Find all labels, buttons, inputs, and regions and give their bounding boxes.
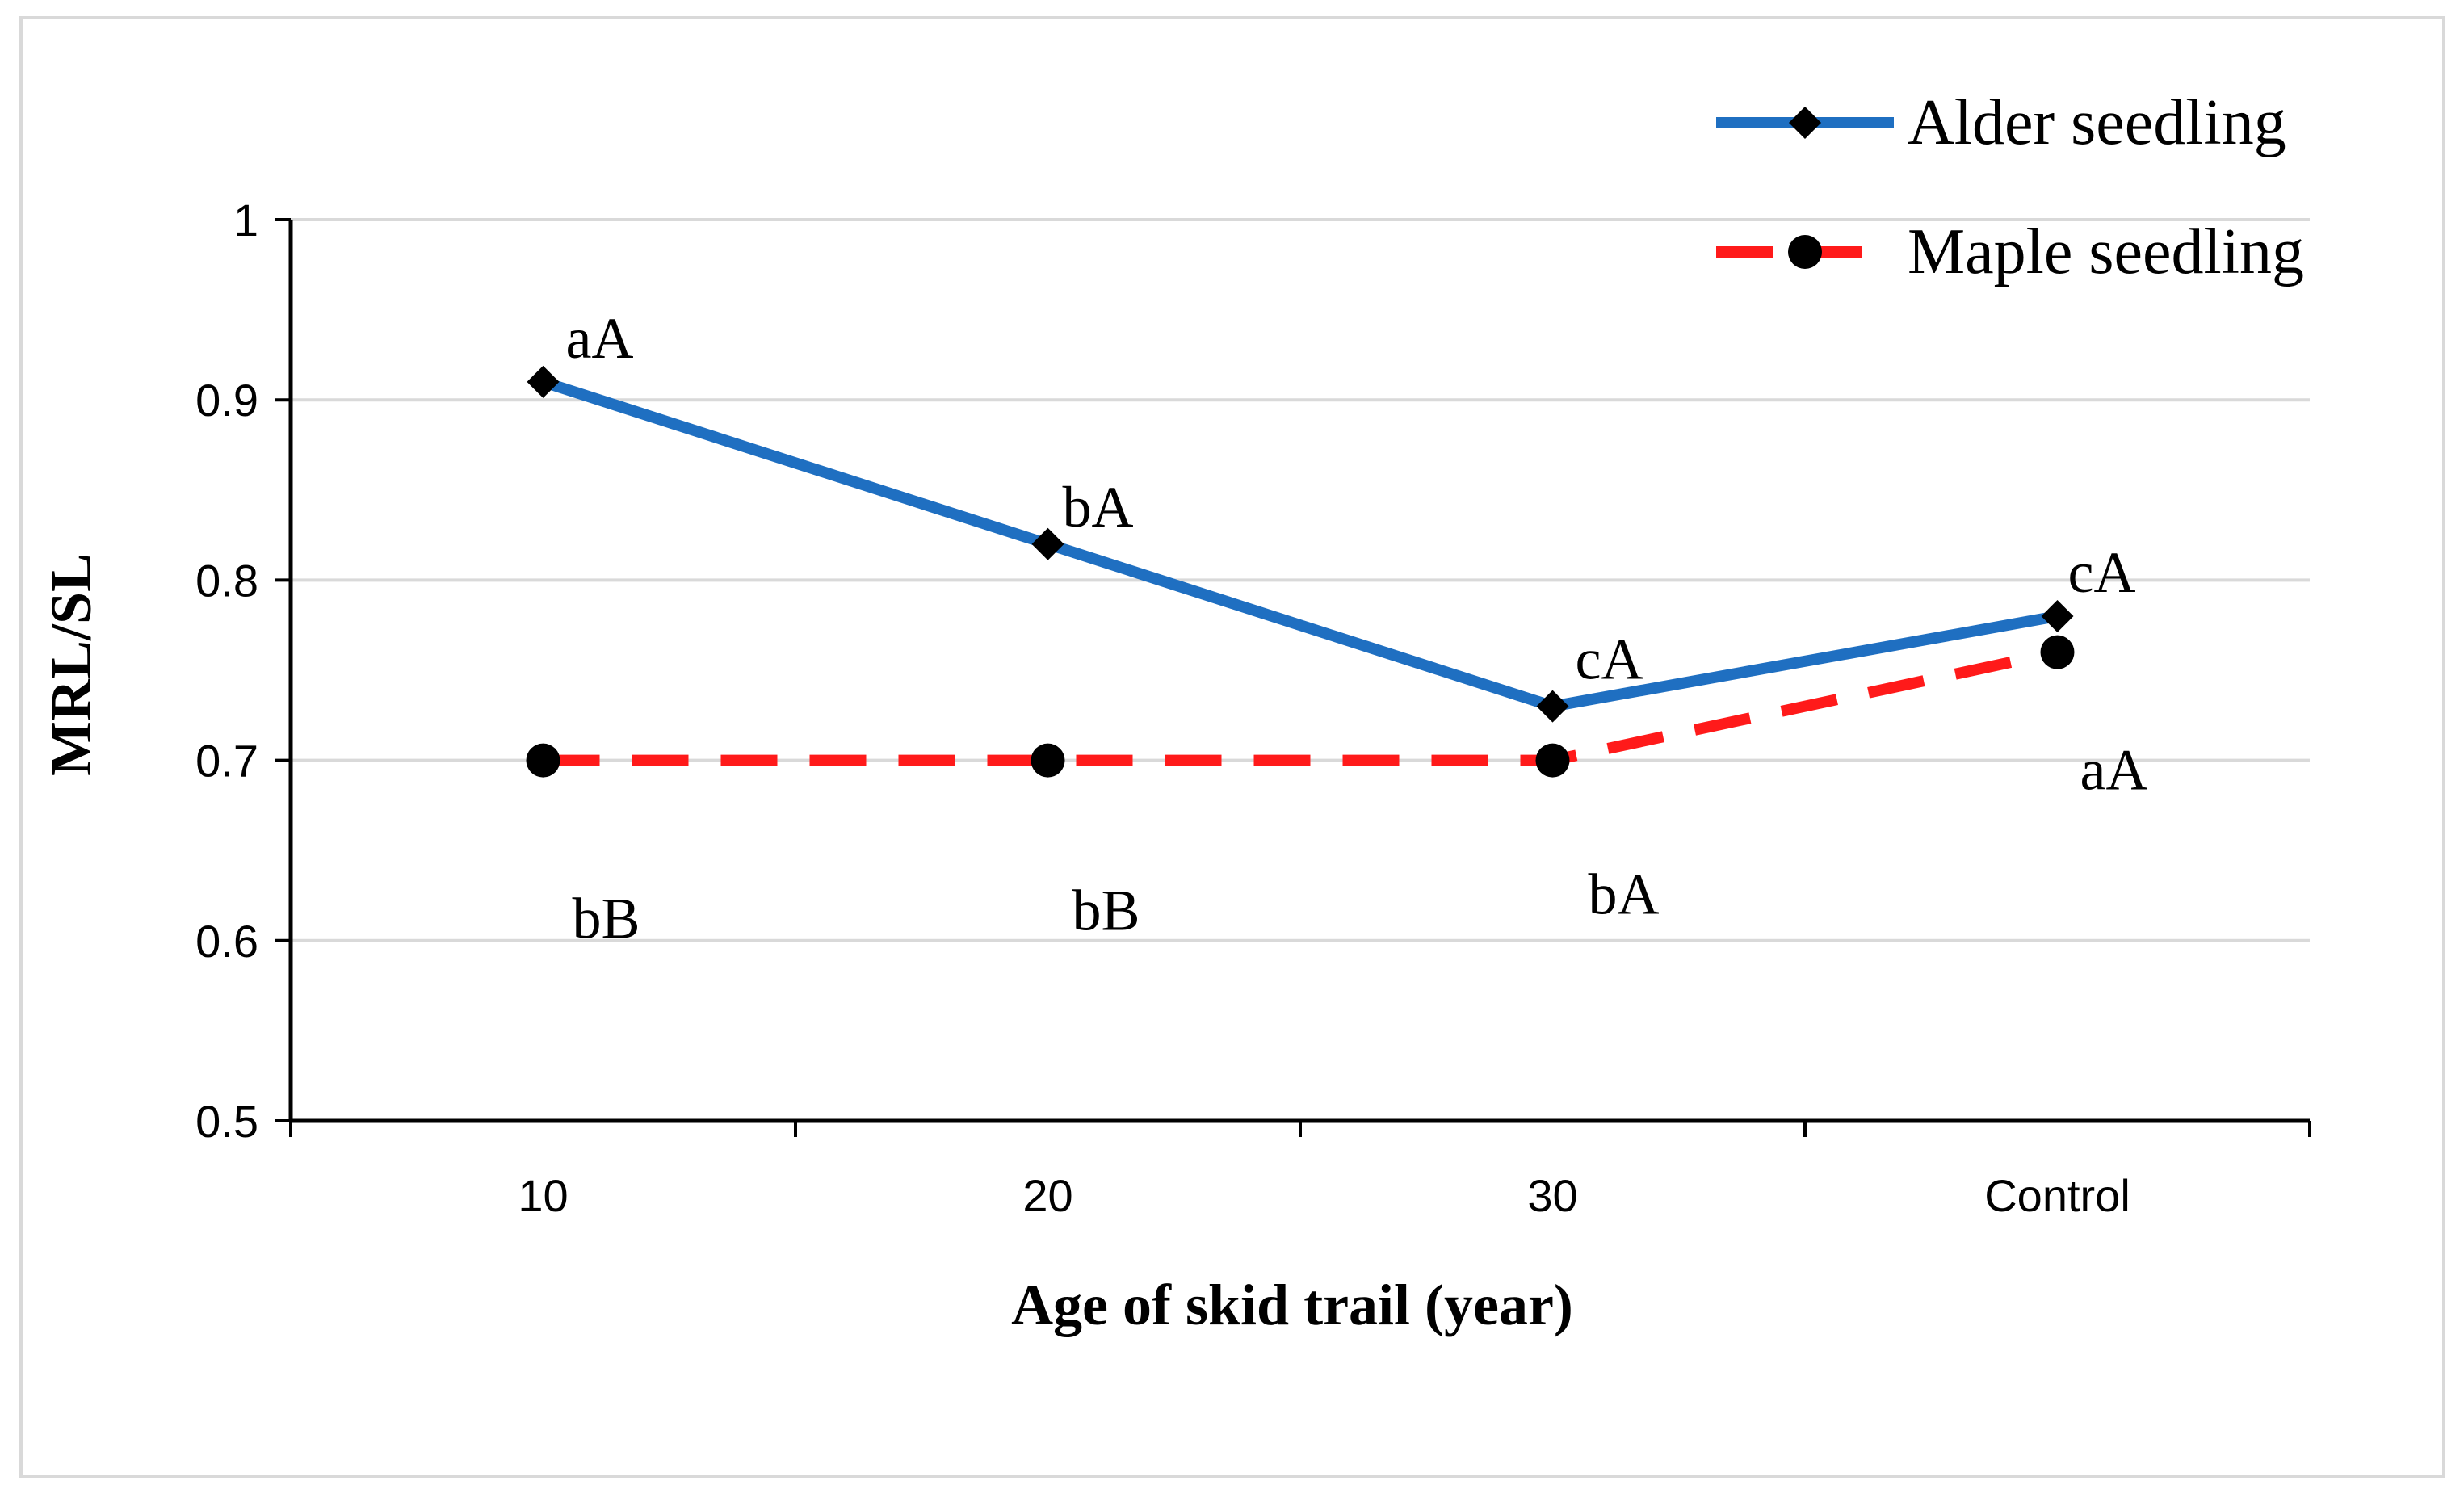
y-tick-label: 0.7	[195, 736, 258, 787]
x-axis-title: Age of skid trail (year)	[1011, 1273, 1573, 1337]
alder-seedling-label-10: aA	[566, 306, 634, 371]
alder-seedling-label-20: bA	[1063, 475, 1134, 539]
axes: 0.5 0.6 0.7 0.8 0.9 1 10 20 30 Control	[195, 195, 2311, 1221]
alder-seedling-point-30	[1536, 690, 1569, 723]
data-labels: bB bB bA aA aA bA cA cA	[566, 306, 2148, 951]
y-axis-title: MRL/SL	[39, 553, 103, 776]
y-tick-label: 0.5	[195, 1096, 258, 1147]
legend-label-alder-seedling: Alder seedling	[1908, 87, 2286, 158]
legend-marker-alder-seedling	[1789, 107, 1821, 139]
y-tick-label: 0.6	[195, 916, 258, 967]
alder-seedling-label-control: cA	[2068, 540, 2136, 605]
alder-seedling-point-20	[1031, 527, 1064, 560]
alder-seedling-point-control	[2041, 600, 2074, 633]
maple-seedling-point-control	[2040, 635, 2075, 669]
series	[526, 365, 2075, 778]
alder-seedling-label-30: cA	[1576, 627, 1643, 692]
alder-seedling-line	[541, 376, 2059, 712]
x-tick-label-30: 30	[1527, 1170, 1577, 1221]
x-tick-label-20: 20	[1022, 1170, 1072, 1221]
maple-seedling-label-10: bB	[572, 887, 640, 951]
legend: Alder seedling Maple seedling	[1716, 87, 2304, 287]
maple-seedling-point-20	[1031, 743, 1065, 778]
alder-seedling-point-10	[527, 365, 560, 398]
legend-label-maple-seedling: Maple seedling	[1908, 216, 2304, 287]
y-tick-label: 0.9	[195, 375, 258, 426]
x-tick-label-control: Control	[1984, 1170, 2130, 1221]
maple-seedling-point-10	[526, 743, 560, 778]
maple-seedling-label-20: bB	[1072, 879, 1140, 943]
y-tick-label: 0.8	[195, 555, 258, 606]
x-tick-label-10: 10	[518, 1170, 568, 1221]
chart-border	[19, 16, 2445, 1478]
maple-seedling-label-30: bA	[1589, 862, 1660, 927]
legend-marker-maple-seedling	[1788, 235, 1822, 269]
maple-seedling-line	[543, 646, 2059, 766]
y-tick-label: 1	[233, 195, 258, 245]
maple-seedling-label-control: aA	[2080, 738, 2148, 803]
maple-seedling-point-30	[1535, 743, 1570, 778]
